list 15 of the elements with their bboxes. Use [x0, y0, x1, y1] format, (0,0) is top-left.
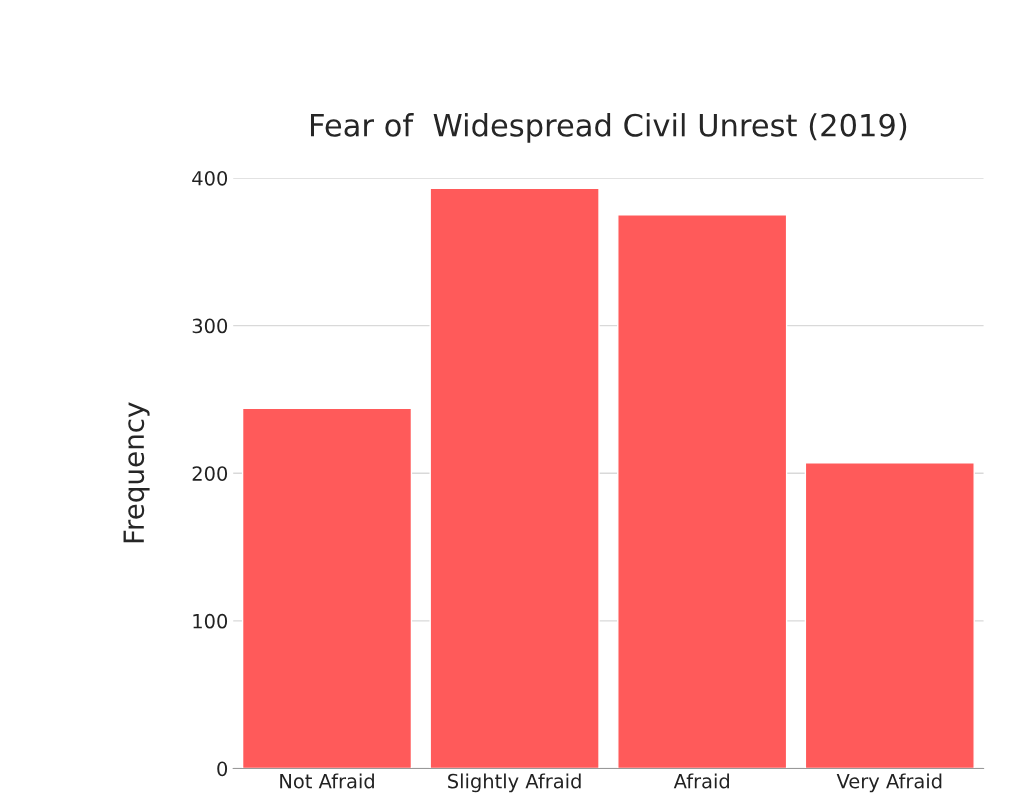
y-tick-label: 200 [192, 466, 228, 481]
bar [804, 462, 975, 769]
chart-title: Fear of Widespread Civil Unrest (2019) [310, 113, 907, 143]
y-tick-label: 100 [193, 613, 228, 629]
y-axis-title: Frequency [123, 402, 150, 543]
bar [617, 214, 788, 769]
bar [429, 187, 600, 769]
y-tick-label: 400 [192, 170, 228, 186]
y-tick-label: 300 [192, 318, 228, 334]
x-tick-label: Not Afraid [280, 773, 374, 789]
x-tick-label: Slightly Afraid [448, 773, 581, 793]
x-tick-label: Afraid [673, 773, 729, 789]
bar [241, 407, 413, 769]
x-tick-label: Very Afraid [836, 773, 942, 793]
y-tick-label: 0 [217, 761, 228, 777]
